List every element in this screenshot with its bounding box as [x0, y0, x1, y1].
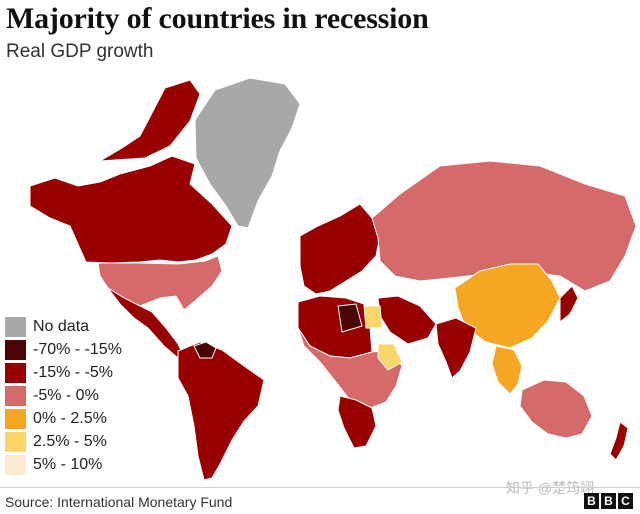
region-greenland: [194, 77, 301, 229]
source-note: Source: International Monetary Fund: [5, 494, 233, 510]
bbc-logo-letter: B: [601, 493, 616, 509]
region-egypt: [363, 305, 383, 329]
region-south-america: [177, 341, 265, 481]
legend-label-minus70-minus15: -70% - -15%: [33, 341, 122, 358]
footer-divider: [0, 487, 640, 488]
region-australia: [519, 379, 593, 439]
legend-label-minus15-minus5: -15% - -5%: [33, 364, 114, 381]
legend-swatch-no-data: [5, 317, 26, 337]
region-russia-central-asia: [371, 160, 637, 292]
legend-label-2_5-5: 2.5% - 5%: [33, 433, 107, 450]
region-europe: [299, 203, 381, 295]
bbc-logo-letter: C: [618, 493, 633, 509]
legend-swatch-2_5-5: [5, 432, 26, 452]
region-usa: [97, 255, 223, 311]
region-libya: [337, 303, 363, 333]
region-southern-africa: [337, 395, 377, 449]
chart-subtitle: Real GDP growth: [6, 41, 154, 62]
legend-label-minus5-0: -5% - 0%: [33, 387, 99, 404]
legend-swatch-minus5-0: [5, 386, 26, 406]
region-sub-saharan-africa: [297, 327, 403, 409]
region-india: [435, 317, 477, 379]
legend-label-no-data: No data: [33, 318, 90, 335]
region-japan: [559, 285, 579, 324]
watermark: 知乎 @楚筠翊: [506, 480, 595, 496]
legend-swatch-5-10: [5, 455, 26, 475]
world-map: [0, 66, 640, 486]
region-venezuela: [193, 341, 217, 359]
bbc-logo-letter: B: [584, 493, 599, 509]
region-southeast-asia: [491, 345, 523, 395]
legend-label-0-2_5: 0% - 2.5%: [33, 410, 107, 427]
region-canada-alaska: [29, 155, 233, 264]
legend-swatch-minus15-minus5: [5, 363, 26, 383]
legend-label-5-10: 5% - 10%: [33, 456, 103, 473]
legend-swatch-0-2_5: [5, 409, 26, 429]
chart-title: Majority of countries in recession: [6, 2, 429, 35]
legend-swatch-minus70-minus15: [5, 340, 26, 360]
region-new-zealand: [609, 421, 629, 461]
region-canada-islands: [99, 79, 201, 162]
bbc-logo: B B C: [584, 493, 633, 509]
region-ethiopia: [377, 343, 403, 371]
region-middle-east: [377, 295, 437, 345]
